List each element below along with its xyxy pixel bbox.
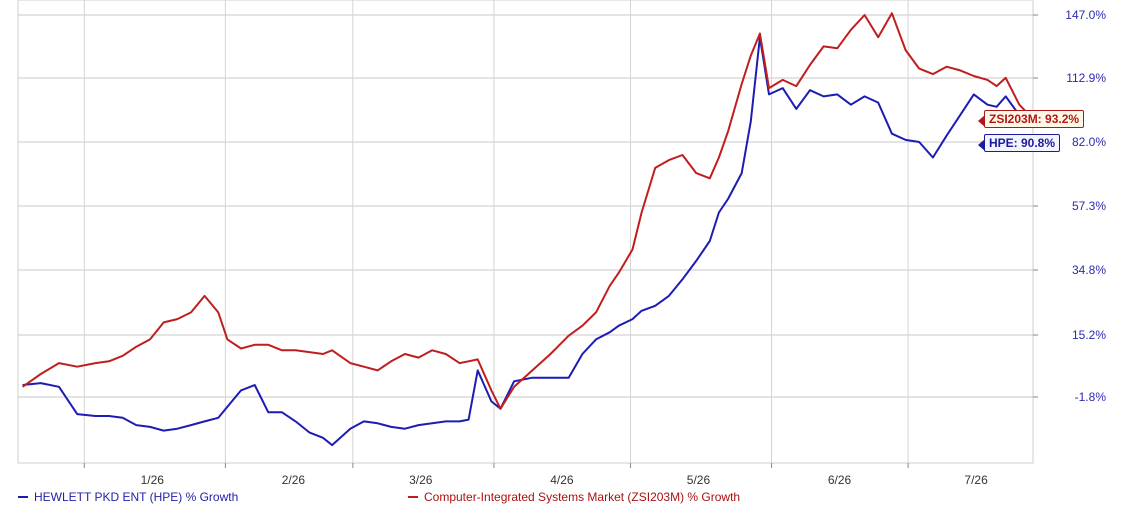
legend-label-zsi: Computer-Integrated Systems Market (ZSI2… — [424, 490, 740, 504]
axes: -1.8% 15.2% 34.8% 57.3% 82.0% 112.9% 147.0% 1/2… — [84, 8, 1106, 487]
legend-swatch-zsi — [408, 496, 418, 498]
y-tick-label: 15.2% — [1072, 328, 1106, 342]
x-tick-label: 6/26 — [828, 473, 852, 487]
series-line-hpe — [23, 37, 1033, 445]
y-tick-label: -1.8% — [1075, 390, 1107, 404]
grid — [18, 0, 1033, 463]
y-tick-label: 34.8% — [1072, 263, 1106, 277]
y-tick-label: 82.0% — [1072, 135, 1106, 149]
zsi-end-value-flag: ZSI203M: 93.2% — [984, 110, 1084, 128]
x-tick-label: 5/26 — [687, 473, 711, 487]
legend-item-hpe: HEWLETT PKD ENT (HPE) % Growth — [18, 490, 238, 504]
legend-label-hpe: HEWLETT PKD ENT (HPE) % Growth — [34, 490, 238, 504]
y-tick-label: 147.0% — [1065, 8, 1106, 22]
x-tick-label: 3/26 — [409, 473, 433, 487]
x-tick-label: 1/26 — [141, 473, 165, 487]
plot-frame — [18, 0, 1033, 463]
x-tick-label: 2/26 — [282, 473, 306, 487]
series-line-zsi203m — [23, 13, 1033, 409]
legend-swatch-hpe — [18, 496, 28, 498]
y-tick-label: 112.9% — [1066, 71, 1106, 85]
x-tick-label: 4/26 — [550, 473, 574, 487]
legend-item-zsi: Computer-Integrated Systems Market (ZSI2… — [408, 490, 740, 504]
x-tick-label: 7/26 — [964, 473, 988, 487]
y-tick-label: 57.3% — [1072, 199, 1106, 213]
hpe-end-value-flag: HPE: 90.8% — [984, 134, 1060, 152]
